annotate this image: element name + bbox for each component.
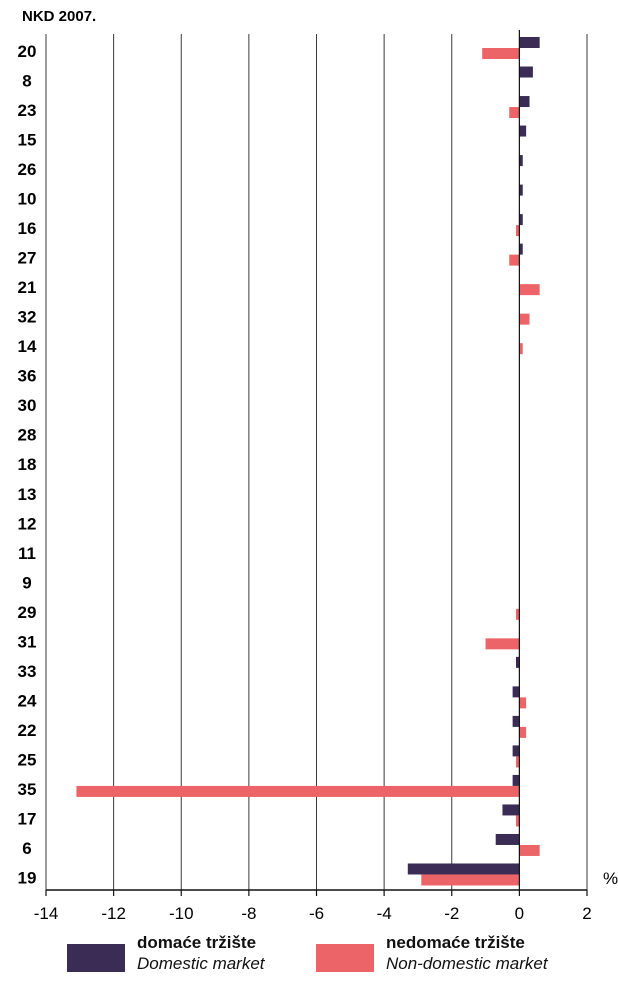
category-label: 15: [18, 131, 37, 150]
bar-domestic: [519, 214, 523, 226]
bar-domestic: [515, 656, 520, 668]
category-label: 33: [18, 662, 37, 681]
category-label: 29: [18, 603, 37, 622]
x-tick-label: -2: [444, 904, 459, 923]
bar-non-domestic: [76, 785, 520, 797]
bar-domestic: [519, 155, 523, 167]
category-label: 10: [18, 190, 37, 209]
bar-non-domestic: [515, 608, 520, 620]
category-label: 27: [18, 249, 37, 268]
category-label: 18: [18, 455, 37, 474]
bar-domestic: [502, 804, 520, 816]
x-tick-label: -6: [309, 904, 324, 923]
axes: [45, 30, 588, 896]
category-label: 30: [18, 396, 37, 415]
bar-non-domestic: [519, 844, 540, 856]
category-label: 31: [18, 632, 37, 651]
x-tick-label: -12: [101, 904, 126, 923]
x-tick-label: 2: [582, 904, 591, 923]
legend-label-domestic: domaće tržište: [137, 933, 257, 952]
x-tick-label: 0: [515, 904, 524, 923]
category-label: 9: [22, 573, 31, 592]
category-label: 19: [18, 868, 37, 887]
bar-non-domestic: [482, 48, 520, 59]
category-label: 24: [18, 691, 37, 710]
bar-non-domestic: [509, 254, 520, 266]
bar-domestic: [512, 774, 520, 786]
x-tick-label: -8: [241, 904, 256, 923]
bar-domestic: [519, 66, 533, 78]
x-tick-label: -10: [169, 904, 194, 923]
tick-labels: -14 -12 -10 -8 -6 -4 -2 0 2: [34, 904, 592, 923]
category-label: 36: [18, 367, 37, 386]
legend-domestic: domaće tržište Domestic market: [67, 932, 287, 978]
category-label: 6: [22, 839, 31, 858]
bar-domestic: [519, 243, 523, 255]
category-label: 12: [18, 514, 37, 533]
bar-domestic: [519, 37, 540, 48]
legend-label-non-domestic: nedomaće tržište: [386, 933, 525, 952]
x-tick-label: -14: [34, 904, 59, 923]
category-label: 20: [18, 42, 37, 61]
bar-non-domestic: [519, 313, 530, 325]
category-label: 22: [18, 721, 37, 740]
bar-non-domestic: [519, 284, 540, 296]
bar-non-domestic: [515, 756, 520, 768]
category-label: 8: [22, 72, 31, 91]
bar-domestic: [519, 96, 530, 108]
category-label: 11: [18, 544, 36, 563]
legend-swatch-domestic: [67, 944, 125, 972]
category-label: 13: [18, 485, 37, 504]
bar-domestic: [512, 745, 520, 757]
category-label: 23: [18, 101, 37, 120]
bar-non-domestic: [515, 225, 520, 237]
bar-non-domestic: [515, 815, 520, 827]
category-label: 35: [18, 780, 37, 799]
bar-non-domestic: [519, 697, 527, 709]
legend-non-domestic: nedomaće tržište Non-domestic market: [316, 932, 606, 978]
bars: [76, 37, 540, 886]
category-label: 28: [18, 426, 37, 445]
legend-label-non-domestic-en: Non-domestic market: [386, 954, 548, 973]
category-label: 17: [18, 809, 37, 828]
category-label: 21: [18, 278, 37, 297]
category-labels: 20 8 23 15 26 10 16 27 21 32 14 36 30 28 18 13 12 11 9 29 31…: [18, 42, 37, 887]
bar-non-domestic: [509, 107, 520, 119]
bar-domestic: [495, 833, 520, 845]
bar-domestic: [519, 125, 527, 137]
bar-non-domestic: [519, 343, 523, 355]
gridlines: [45, 34, 588, 890]
unit-label: %: [603, 869, 618, 888]
bar-domestic: [512, 715, 520, 727]
bar-domestic: [519, 184, 523, 196]
x-tick-label: -4: [377, 904, 392, 923]
category-label: 16: [18, 219, 37, 238]
category-label: 14: [18, 337, 37, 356]
bar-domestic: [407, 863, 520, 875]
category-label: 32: [18, 308, 37, 327]
legend-label-domestic-en: Domestic market: [137, 954, 265, 973]
bar-non-domestic: [485, 638, 520, 650]
category-label: 26: [18, 160, 37, 179]
category-label: 25: [18, 750, 37, 769]
category-header: NKD 2007.: [22, 8, 96, 25]
bar-domestic: [512, 686, 520, 698]
chart: NKD 2007. 208231526101627213214363028181…: [18, 8, 618, 923]
bar-non-domestic: [421, 874, 520, 886]
legend-swatch-non-domestic: [316, 944, 374, 972]
bar-non-domestic: [519, 726, 527, 738]
